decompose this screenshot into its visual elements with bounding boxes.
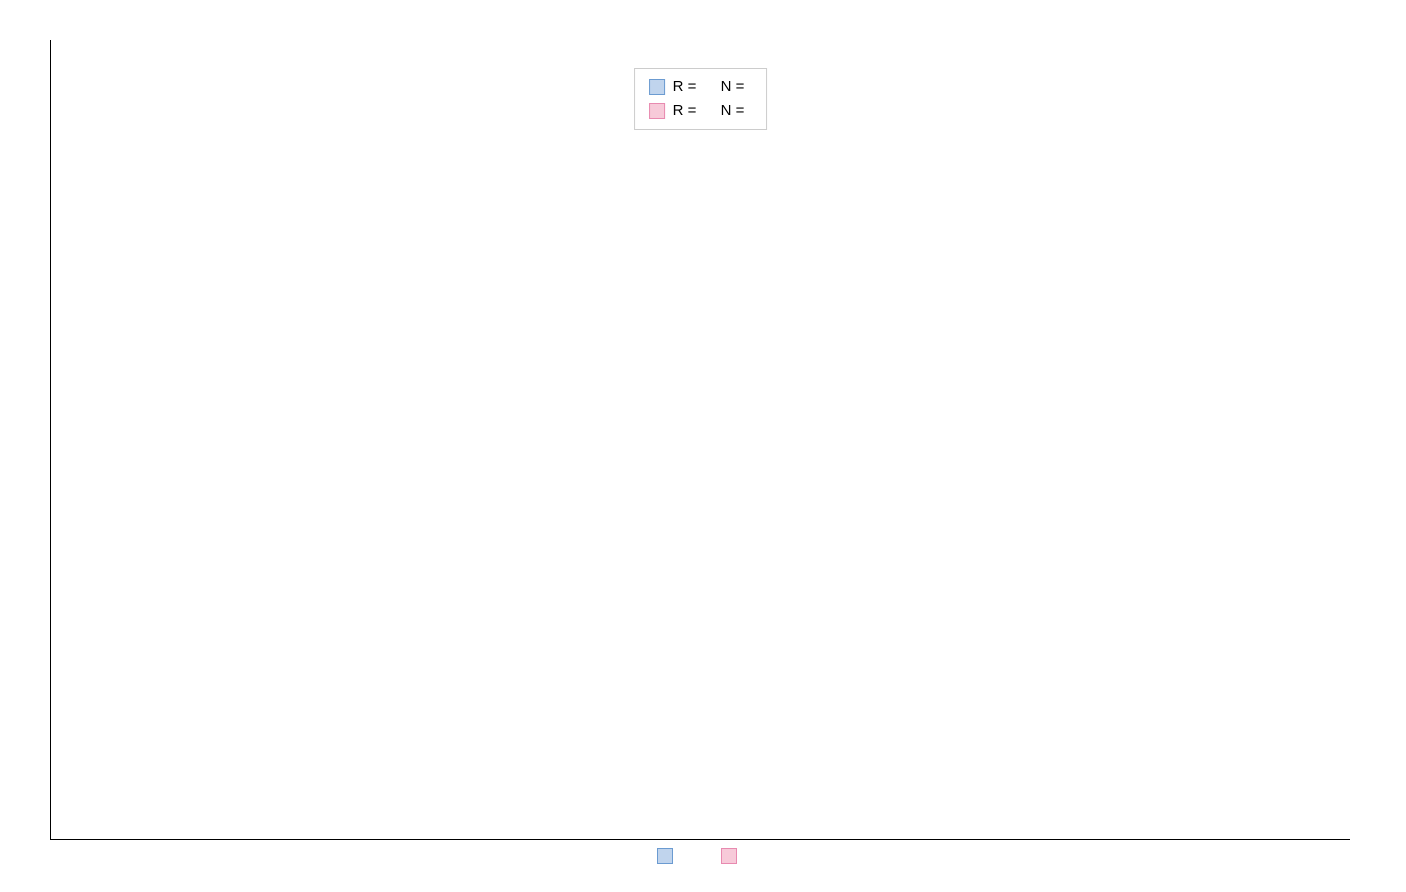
swatch-pink-icon xyxy=(649,103,665,119)
plot-area: R = N = R = N = xyxy=(50,40,1350,840)
stat-label: R = xyxy=(673,75,697,99)
legend-stats-box: R = N = R = N = xyxy=(634,68,768,130)
legend-item-eastern-africa xyxy=(721,848,745,864)
legend-stats-row-eastern-africa: R = N = xyxy=(649,99,753,123)
swatch-blue-icon xyxy=(657,848,673,864)
swatch-blue-icon xyxy=(649,79,665,95)
legend-bottom xyxy=(657,848,745,864)
legend-item-italy xyxy=(657,848,681,864)
swatch-pink-icon xyxy=(721,848,737,864)
trend-lines-svg xyxy=(51,40,1350,839)
stat-label: N = xyxy=(712,75,744,99)
stat-label: R = xyxy=(673,99,697,123)
stat-label: N = xyxy=(712,99,744,123)
legend-stats-row-italy: R = N = xyxy=(649,75,753,99)
